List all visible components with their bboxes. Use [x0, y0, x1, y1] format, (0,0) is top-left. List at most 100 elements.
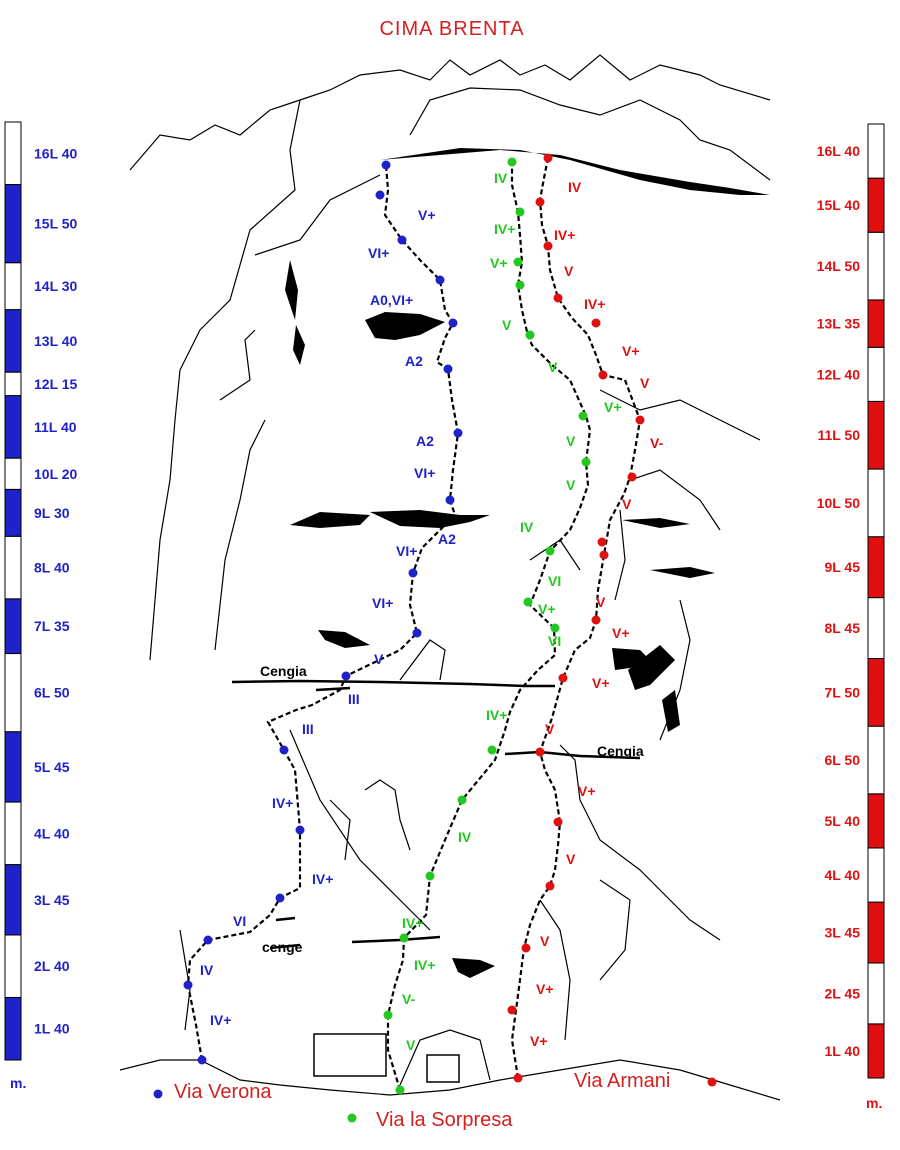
scale-segment	[4, 309, 22, 373]
base-feature-box	[313, 1033, 387, 1077]
belay-dot-armani	[513, 1073, 523, 1083]
scale-segment	[4, 801, 22, 866]
belay-dot-verona	[397, 235, 407, 245]
belay-dot-sorpresa	[515, 280, 525, 290]
scale-pitch-label: 16L 40	[34, 145, 78, 161]
scale-pitch-label: 16L 40	[817, 143, 861, 159]
scale-pitch-label: 6L 50	[824, 752, 860, 768]
scale-segment	[867, 725, 885, 795]
scale-segment	[867, 1023, 885, 1079]
rock-roofs	[285, 148, 770, 978]
scale-segment	[867, 793, 885, 849]
scale-pitch-label: 4L 40	[34, 825, 70, 841]
scale-segment	[4, 653, 22, 733]
belay-dot-armani	[535, 747, 545, 757]
scale-pitch-label: 13L 40	[34, 333, 78, 349]
grade-label-verona: III	[348, 691, 360, 707]
armani-route-marks: V+V+VVV+VV+V+VVV-VV+IV+VIV+IV	[507, 153, 664, 1083]
grade-label-verona: A2	[438, 531, 456, 547]
scale-pitch-label: 10L 50	[817, 495, 861, 511]
scale-pitch-label: 13L 35	[817, 316, 861, 332]
belay-dot-sorpresa	[457, 795, 467, 805]
right-scale-unit: m.	[866, 1095, 882, 1111]
belay-dot-armani	[535, 197, 545, 207]
belay-dot-sorpresa	[395, 1085, 405, 1095]
grade-label-verona: VI	[233, 913, 246, 929]
grade-label-armani: V+	[530, 1033, 548, 1049]
scale-pitch-label: 14L 30	[34, 278, 78, 294]
belay-dot-sorpresa	[525, 330, 535, 340]
ledges	[231, 679, 641, 950]
legend: Via Verona Via la Sorpresa Via Armani	[153, 1070, 717, 1131]
scale-pitch-label: 2L 40	[34, 958, 70, 974]
grade-label-sorpresa: IV	[494, 170, 508, 186]
belay-dot-verona	[341, 671, 351, 681]
scale-segment	[867, 123, 885, 179]
grade-label-armani: V-	[650, 435, 664, 451]
belay-dot-verona	[435, 275, 445, 285]
scale-pitch-label: 3L 45	[824, 925, 860, 941]
belay-dot-armani	[558, 673, 568, 683]
left-scale-unit: m.	[10, 1075, 26, 1091]
scale-segment	[4, 934, 22, 998]
belay-dot-verona	[381, 160, 391, 170]
belay-dot-verona	[445, 495, 455, 505]
belay-dot-sorpresa	[515, 207, 525, 217]
grade-label-sorpresa: IV+	[402, 915, 423, 931]
grade-label-armani: V	[596, 594, 606, 610]
scale-segment	[867, 299, 885, 348]
belay-dot-sorpresa	[487, 745, 497, 755]
grade-label-armani: IV	[568, 179, 582, 195]
belay-dot-armani	[553, 293, 563, 303]
diagram-title: CIMA BRENTA	[379, 18, 524, 40]
belay-dot-armani	[543, 153, 553, 163]
belay-dot-armani	[597, 537, 607, 547]
belay-dot-armani	[598, 370, 608, 380]
scale-segment	[867, 400, 885, 470]
scale-segment	[4, 184, 22, 264]
belay-dot-sorpresa	[550, 623, 560, 633]
route-line-verona	[186, 164, 460, 1061]
grade-label-armani: V	[566, 851, 576, 867]
belay-dot-verona	[197, 1055, 207, 1065]
belay-dot-sorpresa	[545, 546, 555, 556]
belay-dot-sorpresa	[578, 411, 588, 421]
grade-label-sorpresa: IV+	[414, 957, 435, 973]
grade-label-armani: IV+	[554, 227, 575, 243]
belay-dot-armani	[545, 881, 555, 891]
scale-pitch-label: 7L 35	[34, 618, 70, 634]
belay-dot-verona	[203, 935, 213, 945]
belay-dot-verona	[443, 364, 453, 374]
grade-label-sorpresa: VI	[548, 573, 561, 589]
belay-dot-verona	[295, 825, 305, 835]
grade-label-verona: IV+	[312, 871, 333, 887]
belay-dot-armani	[627, 472, 637, 482]
grade-label-sorpresa: IV+	[486, 707, 507, 723]
grade-label-armani: V	[564, 263, 574, 279]
belay-dot-armani	[553, 817, 563, 827]
grade-label-armani: V+	[536, 981, 554, 997]
scale-pitch-label: 1L 40	[34, 1021, 70, 1037]
scale-segment	[4, 371, 22, 397]
left-pitch-scale: 1L 40 2L 40 3L 45 4L 40 5L 45 6L 50 7L 35 8L 40…	[4, 121, 78, 1061]
scale-pitch-label: 15L 50	[34, 216, 78, 232]
grade-label-verona: VI+	[414, 465, 435, 481]
scale-pitch-label: 7L 50	[824, 684, 860, 700]
grade-label-armani: V	[622, 496, 632, 512]
scale-segment	[867, 658, 885, 727]
ledge-label-cengia-left: Cengia	[260, 663, 307, 679]
scale-pitch-label: 3L 45	[34, 892, 70, 908]
grade-label-sorpresa: VI	[548, 633, 561, 649]
grade-label-sorpresa: IV	[520, 519, 534, 535]
grade-label-verona: IV+	[272, 795, 293, 811]
scale-segment	[867, 177, 885, 233]
belay-dot-armani	[591, 318, 601, 328]
scale-segment	[867, 346, 885, 402]
grade-label-armani: V	[540, 933, 550, 949]
grade-label-armani: V+	[578, 783, 596, 799]
belay-dot-armani	[507, 1005, 517, 1015]
scale-pitch-label: 4L 40	[824, 867, 860, 883]
scale-pitch-label: 9L 45	[824, 559, 860, 575]
belay-dot-sorpresa	[425, 871, 435, 881]
